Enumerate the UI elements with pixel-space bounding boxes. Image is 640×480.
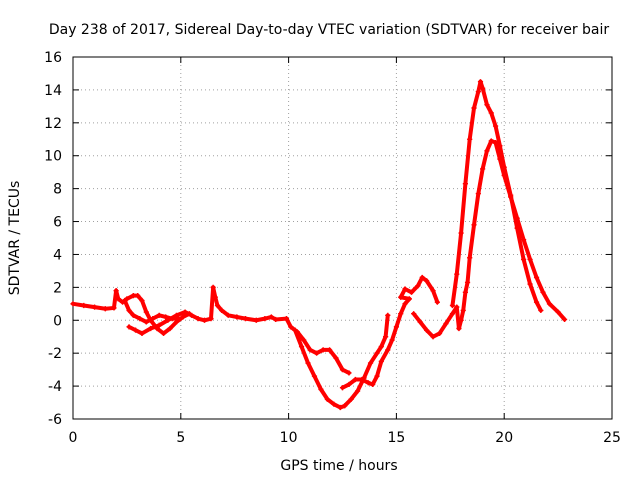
series-segment xyxy=(541,290,552,306)
series-segment xyxy=(312,374,323,392)
y-tick-label: -4 xyxy=(48,379,62,395)
series-segment xyxy=(383,313,390,339)
series-segment xyxy=(480,148,489,171)
y-tick-label: -2 xyxy=(48,346,62,362)
x-tick-label: 5 xyxy=(176,430,185,446)
series-segment xyxy=(502,165,513,198)
series-segment xyxy=(508,193,520,231)
series-segment xyxy=(467,222,477,260)
series-segment xyxy=(515,226,526,262)
y-tick-label: 6 xyxy=(53,215,62,231)
y-tick-label: 2 xyxy=(53,280,62,296)
y-tick-label: 8 xyxy=(53,182,62,198)
series-segment xyxy=(394,311,403,329)
grid xyxy=(73,57,612,419)
series-segment xyxy=(374,359,384,379)
y-tick-label: 0 xyxy=(53,313,62,329)
series-segment xyxy=(299,344,311,366)
series-segment xyxy=(534,275,546,295)
series-segment xyxy=(472,89,481,111)
series-segment xyxy=(515,216,526,242)
series-segment xyxy=(467,106,477,142)
plot-frame xyxy=(72,56,613,420)
series-segment xyxy=(450,272,459,308)
series-segment xyxy=(528,257,539,280)
x-tick-label: 25 xyxy=(603,430,621,446)
series-segment xyxy=(139,298,149,315)
series-segment xyxy=(465,255,472,285)
series-segment xyxy=(431,288,440,305)
series-segment xyxy=(493,124,502,148)
series-segment xyxy=(521,237,533,262)
x-tick-label: 20 xyxy=(495,430,513,446)
series-segment xyxy=(340,367,351,375)
tick-labels: 0 5 10 15 20 25 -6 -4 -2 0 2 4 6 8 10 12 14 16 xyxy=(44,50,621,446)
series-segment xyxy=(454,231,464,277)
series-segment xyxy=(480,86,489,107)
x-tick-label: 10 xyxy=(280,430,298,446)
series-segment xyxy=(489,110,498,129)
series-segment xyxy=(497,143,507,170)
series-segment xyxy=(306,361,317,379)
series-segment xyxy=(463,137,472,186)
series-segment xyxy=(362,361,373,380)
series-segment xyxy=(534,300,543,313)
series-segment xyxy=(334,356,345,372)
x-axis-label: GPS time / hours xyxy=(280,458,397,474)
series-segment xyxy=(521,257,533,287)
chart-title: Day 238 of 2017, Sidereal Day-to-day VTE… xyxy=(49,22,610,38)
series-segment xyxy=(472,191,481,227)
series-segment xyxy=(493,140,502,162)
y-tick-label: 14 xyxy=(44,83,62,99)
series-segment xyxy=(459,181,468,236)
y-tick-label: 10 xyxy=(44,149,62,165)
y-tick-label: 12 xyxy=(44,116,62,132)
x-tick-label: 0 xyxy=(69,430,78,446)
series-segment xyxy=(379,347,390,364)
series-segment xyxy=(461,290,468,313)
y-tick-label: 4 xyxy=(53,247,62,263)
y-tick-label: 16 xyxy=(44,50,62,66)
x-tick-label: 15 xyxy=(387,430,405,446)
series-segment xyxy=(390,324,399,343)
series-segment xyxy=(528,282,539,305)
series-segment xyxy=(293,328,304,349)
y-axis-label: SDTVAR / TECUs xyxy=(7,181,23,296)
data-marks xyxy=(70,79,568,411)
y-tick-label: -6 xyxy=(48,412,62,428)
series-segment xyxy=(476,166,485,196)
series-segment xyxy=(556,310,567,322)
axis-ticks xyxy=(72,56,613,420)
